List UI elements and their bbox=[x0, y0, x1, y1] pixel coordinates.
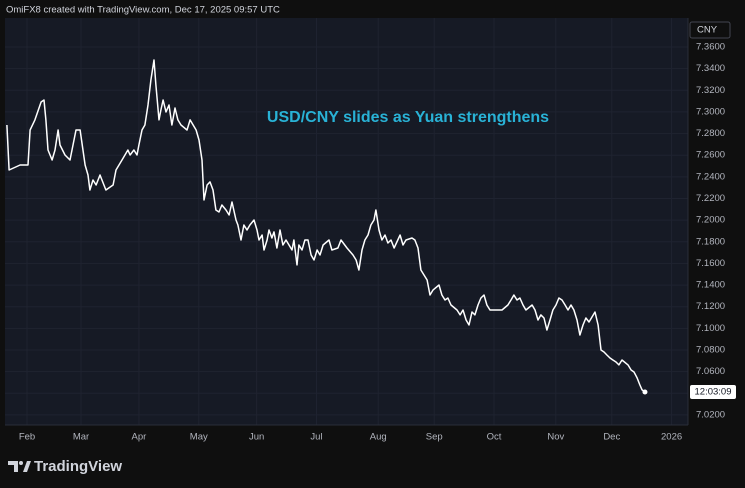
grid bbox=[5, 18, 688, 425]
y-tick-label: 7.1800 bbox=[696, 236, 725, 247]
logo-mark bbox=[19, 461, 23, 465]
x-tick-label: Sep bbox=[426, 432, 443, 443]
logo-mark bbox=[8, 461, 18, 472]
countdown-box bbox=[690, 384, 736, 399]
y-tick-label: 7.3600 bbox=[696, 42, 725, 53]
y-tick-label: 7.2200 bbox=[696, 193, 725, 204]
logo-mark bbox=[23, 461, 31, 472]
y-tick-label: 7.1000 bbox=[696, 323, 725, 334]
x-tick-label: Mar bbox=[73, 432, 89, 443]
x-tick-label: Jun bbox=[249, 432, 264, 443]
y-tick-label: 7.2800 bbox=[696, 128, 725, 139]
y-tick-label: 7.3200 bbox=[696, 85, 725, 96]
y-tick-label: 7.2600 bbox=[696, 150, 725, 161]
y-tick-label: 7.1600 bbox=[696, 258, 725, 269]
last-point bbox=[642, 389, 648, 395]
plot-area bbox=[5, 18, 688, 425]
y-tick-label: 7.0600 bbox=[696, 366, 725, 377]
annotation: USD/CNY slides as Yuan strengthens bbox=[267, 109, 549, 126]
currency-box bbox=[689, 21, 731, 39]
y-tick-label: 7.1400 bbox=[696, 280, 725, 291]
chart-title: OmiFX8 created with TradingView.com, Dec… bbox=[6, 5, 280, 16]
y-tick-label: 7.0800 bbox=[696, 345, 725, 356]
price-line bbox=[6, 59, 646, 393]
y-tick-label: 7.3400 bbox=[696, 63, 725, 74]
x-tick-label: Dec bbox=[603, 432, 620, 443]
x-tick-label: Apr bbox=[132, 432, 147, 443]
x-tick-label: Oct bbox=[487, 432, 502, 443]
x-tick-label: Feb bbox=[19, 432, 35, 443]
y-tick-label: 7.3000 bbox=[696, 106, 725, 117]
x-tick-label: May bbox=[190, 432, 208, 443]
y-tick-label: 7.1200 bbox=[696, 301, 725, 312]
y-tick-label: 7.2400 bbox=[696, 171, 725, 182]
x-tick-label: Nov bbox=[547, 432, 564, 443]
x-tick-label: 2026 bbox=[661, 432, 682, 443]
brand-name: TradingView bbox=[34, 458, 122, 475]
x-tick-label: Aug bbox=[370, 432, 387, 443]
brand-logo bbox=[8, 461, 31, 472]
y-tick-label: 7.0200 bbox=[696, 409, 725, 420]
x-tick-label: Jul bbox=[310, 432, 322, 443]
countdown-label: 12:03:09 bbox=[695, 387, 732, 398]
currency-label: CNY bbox=[697, 25, 718, 36]
y-tick-label: 7.2000 bbox=[696, 215, 725, 226]
